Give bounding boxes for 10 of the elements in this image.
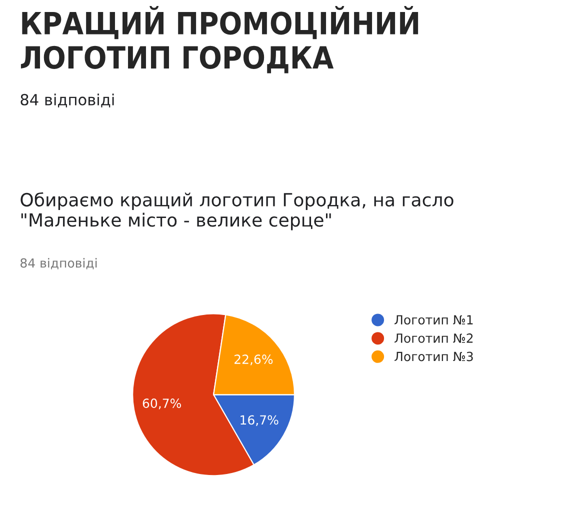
data-label: 22,6% — [234, 354, 273, 366]
legend-label: Логотип №3 — [394, 352, 473, 362]
legend-label: Логотип №1 — [394, 315, 473, 325]
chart-subtitle: 84 відповіді — [20, 94, 114, 108]
data-label: 16,7% — [240, 415, 278, 426]
text: 84 відповіді — [20, 258, 97, 270]
text: Обираємо кращий логотип Городка, на гасло "Маленьке місто - велике серце" — [20, 192, 454, 230]
data-label: 60,7% — [142, 398, 181, 410]
chart-title: КРАЩИЙ ПРОМОЦІЙНИЙ ЛОГОТИП ГОРОДКА — [20, 6, 418, 74]
legend-label: Логотип №2 — [394, 333, 473, 343]
